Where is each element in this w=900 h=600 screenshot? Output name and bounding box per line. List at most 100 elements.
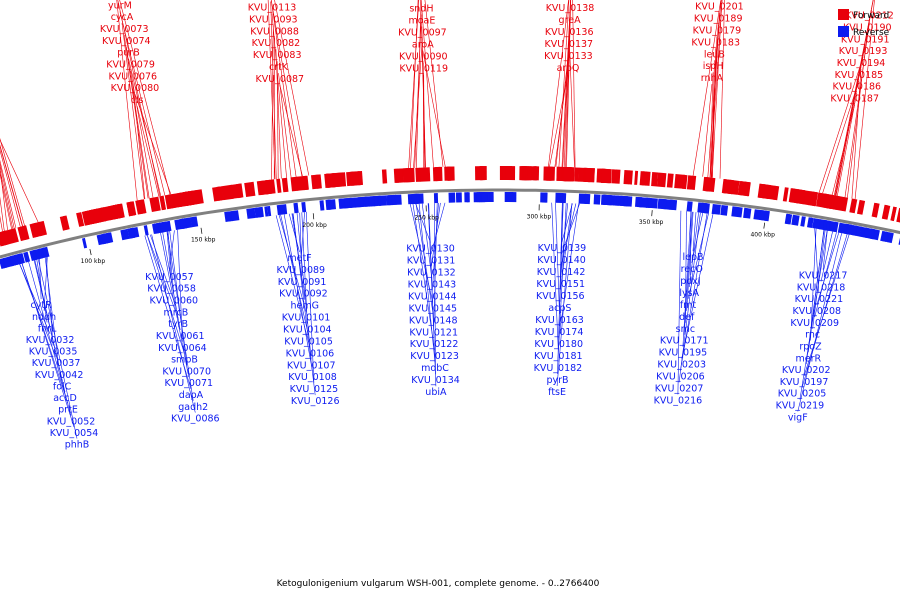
forward-gene-label: yurM <box>108 0 132 11</box>
scale-tick-label: 350 kbp <box>639 219 664 226</box>
forward-gene-label: KVU_0191 <box>841 34 890 45</box>
gene-feature <box>29 249 38 261</box>
reverse-gene-label: KVU_0182 <box>534 363 583 374</box>
forward-gene-label: KVU_0212 <box>845 11 894 22</box>
leader-line <box>119 11 166 196</box>
leader-line <box>555 202 560 315</box>
reverse-gene-label: folC <box>53 382 72 393</box>
gene-feature <box>757 183 766 199</box>
gene-feature <box>354 197 364 208</box>
leader-line <box>270 0 303 177</box>
scale-tick-label: 200 kbp <box>302 222 327 229</box>
gene-feature <box>130 201 137 216</box>
gene-feature <box>301 202 307 213</box>
reverse-gene-label: KVU_0061 <box>156 331 205 342</box>
scale-tick-label: 300 kbp <box>527 213 552 220</box>
leader-line <box>810 228 817 341</box>
reverse-gene-label: KVU_0091 <box>278 277 327 288</box>
feature-tracks <box>0 166 900 269</box>
leader-line <box>146 235 185 354</box>
leader-line <box>147 235 179 319</box>
leader-line <box>844 21 870 198</box>
gene-feature <box>810 191 818 207</box>
gene-feature <box>785 213 793 225</box>
reverse-gene-label: KVU_0143 <box>408 279 457 290</box>
leader-line <box>433 202 438 327</box>
reverse-gene-label: KVU_0206 <box>656 372 705 383</box>
reverse-gene-label: KVU_0052 <box>47 416 96 427</box>
gene-feature <box>863 227 875 240</box>
leader-line <box>561 203 573 243</box>
reverse-gene-label: acpS <box>548 303 571 314</box>
gene-feature <box>648 197 658 209</box>
gene-feature <box>562 193 567 204</box>
leader-line <box>0 144 23 227</box>
leader-line <box>557 202 563 375</box>
reverse-gene-label: KVU_0180 <box>534 339 583 350</box>
gene-feature <box>433 193 439 204</box>
leader-line <box>719 0 725 179</box>
gene-feature <box>731 206 743 218</box>
leader-line <box>431 202 441 267</box>
reverse-gene-label: KVU_0035 <box>29 347 78 358</box>
leader-line <box>681 213 714 359</box>
gene-feature <box>639 197 648 208</box>
leader-line <box>292 213 316 396</box>
gene-feature <box>508 192 517 203</box>
reverse-gene-label: KVU_0106 <box>286 348 335 359</box>
gene-feature <box>849 198 858 214</box>
gene-feature <box>302 175 309 191</box>
legend-forward-swatch <box>838 9 849 20</box>
reverse-gene-label: dapA <box>179 390 204 401</box>
gene-feature <box>246 207 256 219</box>
gene-feature <box>394 168 400 183</box>
leader-line <box>296 212 312 360</box>
reverse-gene-label: KVU_0042 <box>35 370 84 381</box>
forward-gene-label: KVU_0080 <box>111 83 160 94</box>
gene-feature <box>657 198 667 210</box>
forward-gene-label: KVU_0073 <box>100 24 149 35</box>
forward-gene-label: KVU_0087 <box>255 74 304 85</box>
gene-feature <box>101 232 113 245</box>
reverse-gene-label: merR <box>795 353 821 364</box>
gene-feature <box>63 215 70 230</box>
forward-gene-label: KVU_0113 <box>248 3 297 14</box>
reverse-gene-label: KVU_0139 <box>538 243 587 254</box>
gene-feature <box>555 192 563 203</box>
leader-line <box>306 211 315 384</box>
gene-feature <box>264 206 269 217</box>
reverse-gene-label: KVU_0057 <box>145 272 194 283</box>
gene-feature <box>403 168 413 183</box>
gene-feature <box>394 194 402 205</box>
scale-tick-label: 250 kbp <box>414 214 439 221</box>
reverse-gene-label: KVU_0197 <box>780 377 829 388</box>
forward-gene-label: KVU_0079 <box>106 60 155 71</box>
reverse-gene-label: def <box>679 312 695 323</box>
reverse-gene-label: recO <box>681 264 703 275</box>
forward-gene-label: KVU_0083 <box>253 50 302 61</box>
leader-line <box>551 202 559 351</box>
forward-gene-label: KVU_0133 <box>544 51 593 62</box>
leader-line <box>38 259 78 439</box>
gene-feature <box>127 227 135 239</box>
leader-line <box>680 213 708 371</box>
reverse-gene-label: KVU_0205 <box>778 389 827 400</box>
leader-line <box>0 138 25 226</box>
gene-feature <box>475 166 482 181</box>
forward-gene-label: KVU_0193 <box>839 46 888 57</box>
leader-line <box>557 203 567 363</box>
forward-gene-label: KVU_0190 <box>843 23 892 34</box>
leader-line <box>166 231 172 283</box>
leader-line <box>683 211 693 335</box>
gene-feature <box>244 181 256 197</box>
forward-gene-label: KVU_0137 <box>544 39 593 50</box>
gene-feature <box>255 207 263 218</box>
leader-line <box>279 84 303 177</box>
leader-line <box>410 0 419 169</box>
gene-feature <box>623 170 630 185</box>
reverse-gene-label: fmt <box>680 300 697 311</box>
leader-line <box>692 212 697 252</box>
reverse-gene-label: KVU_0130 <box>406 243 455 254</box>
gene-feature <box>782 187 789 202</box>
